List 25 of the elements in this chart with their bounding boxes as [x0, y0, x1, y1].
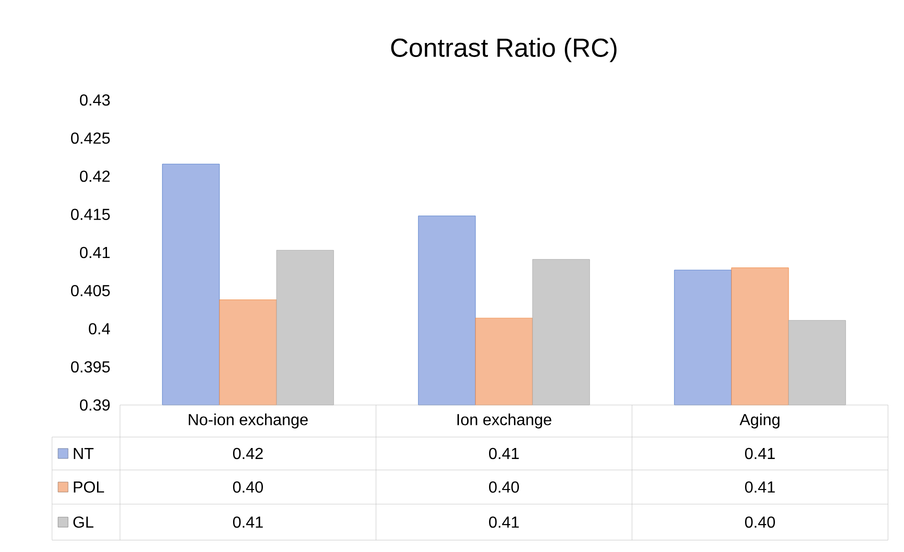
- data-label: 0.41: [489, 448, 519, 460]
- y-tick-label: 0.43: [80, 94, 110, 106]
- data-label: 0.42: [233, 448, 263, 460]
- x-tick-label: No-ion exchange: [188, 414, 308, 428]
- data-label: 0.41: [233, 516, 263, 528]
- data-label: 0.41: [745, 481, 775, 493]
- y-tick-label: 0.41: [80, 246, 110, 258]
- data-label: 0.41: [489, 516, 519, 528]
- y-tick-label: 0.42: [80, 170, 110, 182]
- legend-label: NT: [74, 448, 94, 459]
- data-label: 0.41: [745, 448, 775, 460]
- y-tick-label: 0.425: [71, 132, 110, 144]
- legend-label: GL: [73, 516, 94, 528]
- data-label: 0.40: [233, 481, 263, 493]
- x-tick-label: Aging: [740, 414, 780, 428]
- data-label: 0.40: [489, 481, 519, 493]
- chart-title: Contrast Ratio (RC): [391, 38, 616, 62]
- x-tick-label: Ion exchange: [457, 414, 552, 428]
- y-tick-label: 0.395: [71, 361, 110, 373]
- y-tick-label: 0.405: [71, 284, 110, 296]
- y-tick-label: 0.4: [88, 323, 110, 334]
- y-tick-label: 0.39: [80, 399, 110, 411]
- y-tick-label: 0.415: [71, 208, 110, 220]
- data-label: 0.40: [745, 516, 775, 528]
- legend-label: POL: [74, 481, 104, 493]
